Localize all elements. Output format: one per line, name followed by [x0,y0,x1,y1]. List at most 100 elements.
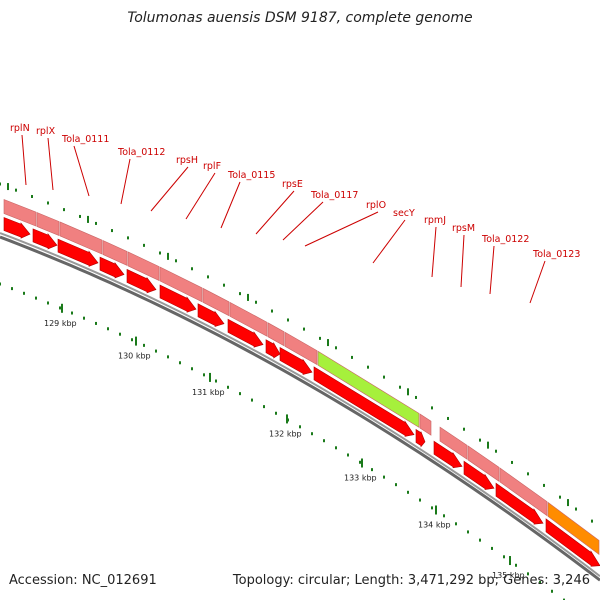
gene-feature-box [547,501,600,556]
outer-tick [31,194,33,198]
inner-tick [143,343,145,347]
cds-arrow [57,238,99,267]
outer-tick [0,182,1,186]
outer-tick [431,406,433,410]
scale-label-layer: 129 kbp 130 kbp 131 kbp 132 kbp 133 kbp 134 k… [44,319,525,580]
gene-feature-box [3,199,37,227]
gene-feature-box [499,467,548,517]
inner-tick [203,373,205,377]
outer-tick [559,495,561,499]
outer-tick [207,275,209,279]
outer-tick [511,460,513,464]
gene-leader-line [255,190,295,235]
cds-arrow-layer [3,217,600,567]
gene-label: rplN [10,123,30,134]
outer-tick [335,346,337,350]
inner-tick [107,327,109,331]
inner-tick [395,483,397,487]
inner-tick [179,361,181,365]
gene-leader-line [185,172,216,220]
gene-leader-line [150,166,189,212]
cds-arrow [99,256,125,279]
inner-tick [467,530,469,534]
inner-tick [335,446,337,450]
inner-tick [167,355,169,359]
inner-tick [227,385,229,389]
gene-label: Tola_0122 [481,234,529,245]
backbone-shadow [0,235,600,582]
rRNA-feature-box [317,350,420,428]
gene-leader-line [431,226,437,278]
outer-tick [495,449,497,453]
outer-tick [271,309,273,313]
inner-tick [83,316,85,320]
outer-tick [367,365,369,369]
outer-tick [591,519,593,523]
cds-arrow [463,460,495,490]
inner-tick [527,572,529,576]
scale-label: 133 kbp [344,473,377,482]
inner-tick [191,367,193,371]
inner-tick [0,282,1,286]
inner-tick [251,398,253,402]
outer-tick [527,472,529,476]
outer-tick [47,201,49,205]
inner-tick [539,581,541,585]
gene-feature-box [467,445,500,482]
gene-label: Tola_0117 [310,190,358,201]
gene-feature-box [419,413,432,436]
outer-tick [463,427,465,431]
inner-tick [71,311,73,315]
inner-tick [131,338,133,342]
inner-tick [419,498,421,502]
genome-summary-text: Topology: circular; Length: 3,471,292 bp… [232,573,590,588]
inner-tick [347,453,349,457]
backbone-line [0,232,600,577]
cds-arrow [265,339,281,359]
inner-tick [455,522,457,526]
gene-leader-line [120,158,131,205]
inner-tick [35,296,37,300]
gene-leader-line [304,211,379,247]
gene-feature-box [59,221,103,255]
cds-arrow [279,346,313,375]
inner-tick [155,349,157,353]
inner-tick [95,321,97,325]
gene-label-layer: rplN rplX Tola_0111 Tola_0112 rpsH rplF Tola_0… [10,123,580,304]
gene-label: rpsE [282,179,303,190]
backbone-layer [0,232,600,582]
scale-label: 132 kbp [269,429,302,438]
accession-text: Accession: NC_012691 [9,573,157,588]
gene-label: rpsM [452,223,475,234]
gene-leader-line [73,145,90,197]
scale-label: 131 kbp [192,388,225,397]
inner-tick [479,538,481,542]
scale-label: 134 kbp [418,521,451,530]
inner-tick [563,598,565,600]
gene-feature-box [159,266,203,303]
scale-label: 129 kbp [44,319,77,328]
outer-tick [447,416,449,420]
gene-leader-line [372,219,406,264]
cds-arrow [126,268,157,294]
outer-tick [79,214,81,218]
inner-tick [119,332,121,336]
outer-tick [143,243,145,247]
outer-tick [111,229,113,233]
inner-tick [47,301,49,305]
gene-leader-line [220,181,241,229]
inner-tick [551,589,553,593]
gene-label: rplO [366,200,386,211]
outer-tick [15,188,17,192]
outer-tick [479,438,481,442]
gene-feature-box [439,426,468,460]
gene-label: Tola_0123 [532,249,580,260]
gene-label: rplF [203,161,221,172]
cds-arrow [32,228,58,250]
outer-tick [175,259,177,263]
gene-label: Tola_0115 [227,170,275,181]
gene-feature-box [102,240,128,266]
inner-tick [11,287,13,291]
gene-label: rpsH [176,155,198,166]
